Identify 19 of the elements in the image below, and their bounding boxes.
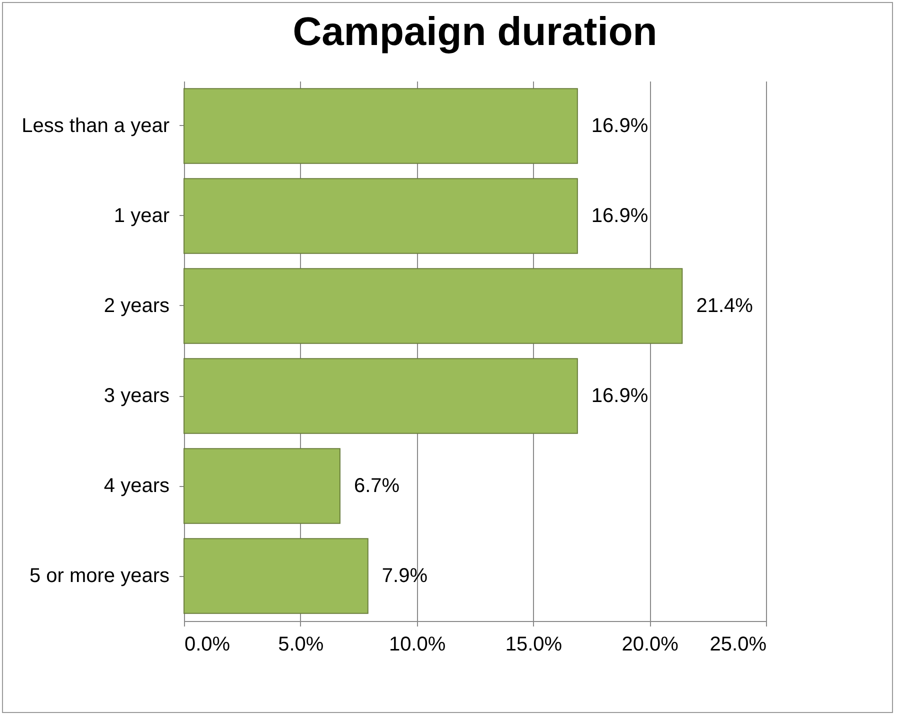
data-label: 16.9% [591,115,648,137]
y-tick-label: Less than a year [22,115,170,137]
x-tick-label: 15.0% [505,634,562,656]
x-tick-label: 5.0% [278,634,324,656]
data-label: 16.9% [591,205,648,227]
x-tick-label: 25.0% [710,634,767,656]
x-tick-label: 10.0% [388,634,446,656]
y-tick-label: 3 years [104,385,170,407]
y-tick-label: 5 or more years [29,565,170,587]
y-tick-label: 1 year [114,205,170,227]
chart-title: Campaign duration [292,10,658,54]
y-tick-label: 4 years [104,475,170,497]
data-label: 21.4% [696,295,754,317]
x-tick-label: 20.0% [622,634,679,656]
x-tick-label: 0.0% [184,634,230,656]
data-label: 6.7% [354,475,400,497]
y-tick-label: 2 years [104,295,170,317]
data-label: 16.9% [591,385,648,407]
data-label: 7.9% [382,565,428,587]
